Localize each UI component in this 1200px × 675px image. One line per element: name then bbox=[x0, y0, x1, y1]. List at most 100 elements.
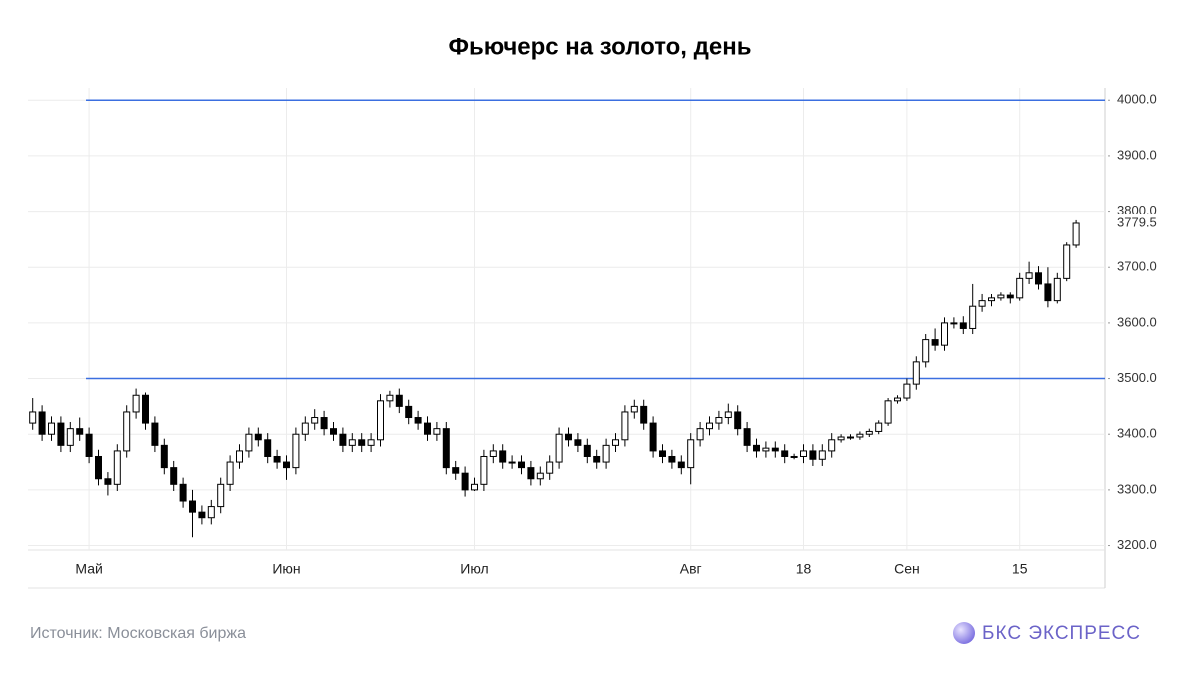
y-tick-label: 3600.0 bbox=[1117, 314, 1157, 329]
candle-body bbox=[170, 467, 178, 485]
candle-body bbox=[527, 467, 535, 480]
candle-body bbox=[254, 433, 262, 441]
candle-body bbox=[762, 447, 770, 452]
candle-body bbox=[217, 483, 225, 508]
y-axis: 3200.03300.03400.03500.03600.03700.03800… bbox=[1108, 92, 1164, 552]
candle-body bbox=[1053, 277, 1061, 302]
candle-body bbox=[856, 433, 864, 438]
candle-body bbox=[931, 339, 939, 346]
candle-body bbox=[245, 433, 253, 452]
x-tick-label: Май bbox=[75, 561, 102, 577]
candle-body bbox=[753, 444, 760, 452]
candle-body bbox=[433, 428, 441, 435]
candle-body bbox=[405, 405, 413, 419]
candle-body bbox=[781, 450, 789, 457]
candle-body bbox=[508, 461, 516, 464]
candle-body bbox=[950, 322, 958, 325]
candle-body bbox=[847, 436, 854, 439]
candle-body bbox=[602, 444, 610, 463]
candle-body bbox=[875, 422, 883, 432]
candle-body bbox=[76, 428, 84, 435]
candle-body bbox=[959, 322, 967, 329]
candle-body bbox=[1072, 222, 1080, 246]
candle-body bbox=[724, 411, 732, 419]
candle-body bbox=[630, 405, 638, 413]
candle-body bbox=[565, 433, 572, 441]
candle-body bbox=[894, 397, 901, 402]
candle-body bbox=[518, 461, 525, 469]
logo-icon bbox=[953, 622, 975, 644]
chart-title: Фьючерс на золото, день bbox=[449, 33, 752, 60]
x-tick-label: Июн bbox=[272, 561, 300, 577]
candle-body bbox=[659, 450, 666, 457]
candle-body bbox=[536, 472, 544, 480]
candle-body bbox=[66, 428, 74, 446]
candle-body bbox=[414, 417, 422, 424]
candle-body bbox=[1044, 283, 1052, 302]
candle-body bbox=[29, 411, 37, 424]
candle-body bbox=[922, 339, 930, 363]
candle-body bbox=[969, 305, 977, 329]
candle-body bbox=[800, 450, 807, 457]
candle-body bbox=[555, 433, 563, 463]
candle-body bbox=[442, 428, 450, 469]
last-price-label: 3779.5 bbox=[1117, 214, 1157, 229]
candle-body bbox=[1025, 272, 1033, 279]
candle-body bbox=[339, 433, 347, 446]
candle-body bbox=[1016, 277, 1024, 299]
candle-body bbox=[113, 450, 121, 485]
candle-body bbox=[48, 422, 55, 435]
x-tick-label: Сен bbox=[894, 561, 920, 577]
y-tick-label: 3700.0 bbox=[1117, 259, 1157, 274]
candle-body bbox=[941, 322, 948, 346]
y-tick-label: 3900.0 bbox=[1117, 147, 1157, 162]
candle-body bbox=[461, 472, 469, 491]
candle-body bbox=[997, 294, 1005, 299]
candle-body bbox=[837, 436, 845, 441]
candle-body bbox=[283, 461, 290, 469]
candle-body bbox=[179, 483, 187, 502]
candle-body bbox=[264, 439, 272, 457]
candle-body bbox=[1006, 294, 1014, 299]
candle-body bbox=[884, 400, 892, 424]
candle-body bbox=[706, 422, 713, 430]
x-axis: Май Июн Июл Авг 18 Сен 15 bbox=[75, 561, 1027, 577]
candle-body bbox=[743, 428, 751, 446]
candle-body bbox=[367, 439, 375, 446]
y-tick-label: 3200.0 bbox=[1117, 537, 1157, 552]
candle-body bbox=[687, 439, 695, 469]
candle-body bbox=[452, 467, 460, 474]
candle-body bbox=[640, 405, 648, 424]
candle-body bbox=[978, 300, 986, 307]
candle-body bbox=[330, 428, 337, 435]
candle-body bbox=[348, 439, 356, 446]
candle-body bbox=[160, 444, 168, 469]
candle-body bbox=[226, 461, 234, 485]
candle-body bbox=[668, 455, 676, 463]
last-price-box bbox=[1111, 213, 1164, 232]
logo-text: БКС ЭКСПРЕСС bbox=[982, 623, 1141, 644]
x-tick-label: 18 bbox=[796, 561, 812, 577]
candle-body bbox=[734, 411, 742, 430]
candle-body bbox=[818, 450, 826, 460]
y-tick-label: 4000.0 bbox=[1117, 92, 1157, 107]
candle-body bbox=[292, 433, 300, 469]
candle-body bbox=[471, 483, 478, 491]
candle-body bbox=[1035, 272, 1042, 285]
candle-body bbox=[395, 394, 403, 407]
candle-body bbox=[790, 455, 798, 458]
source-note: Источник: Московская биржа bbox=[30, 625, 246, 642]
candle-body bbox=[677, 461, 685, 469]
candle-body bbox=[104, 478, 112, 485]
x-tick-label: Авг bbox=[680, 561, 702, 577]
candle-body bbox=[236, 450, 243, 463]
candle-body bbox=[358, 439, 366, 446]
candle-body bbox=[828, 439, 836, 452]
candle-body bbox=[612, 439, 619, 446]
candle-body bbox=[311, 417, 319, 424]
candle-body bbox=[865, 430, 873, 435]
candle-body bbox=[809, 450, 817, 460]
candle-body bbox=[273, 455, 281, 463]
x-tick-label: 15 bbox=[1012, 561, 1028, 577]
